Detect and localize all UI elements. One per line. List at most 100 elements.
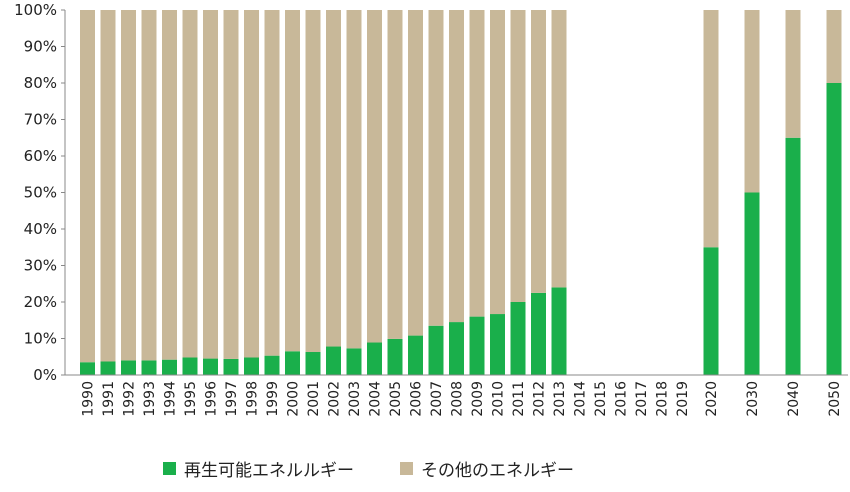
y-tick-label: 50%: [24, 184, 57, 202]
bar-renewable-1995: [182, 357, 198, 375]
y-axis: 0% 10% 20% 30% 40% 50% 60% 70% 80% 90% 100%: [14, 1, 66, 384]
bar-other-1993: [141, 10, 157, 361]
legend-swatch-other: [400, 462, 413, 475]
x-tick-label: 2013: [552, 381, 568, 417]
bar-renewable-1992: [121, 360, 136, 375]
x-tick-label: 2005: [388, 381, 404, 417]
bar-renewable-2003: [346, 348, 362, 375]
bar-renewable-2000: [285, 351, 300, 375]
bar-renewable-2009: [469, 316, 485, 375]
x-tick-label: 2014: [573, 381, 589, 417]
bar-other-2006: [408, 10, 423, 336]
bar-other-2020: [703, 10, 719, 248]
bar-other-1990: [80, 10, 95, 363]
x-tick-label: 2006: [409, 381, 425, 417]
x-axis: 1990 1991 1992 1993 1994 1995 1996 1997 1998 1999…: [65, 374, 848, 417]
legend: 再生可能エネルルギー その他のエネルギー: [163, 456, 620, 481]
bar-other-2002: [326, 10, 341, 347]
legend-item-renewable: 再生可能エネルルギー: [163, 456, 354, 481]
bar-other-2030: [744, 10, 760, 193]
x-tick-label: 2002: [327, 381, 343, 417]
bar-renewable-1999: [264, 355, 280, 375]
x-tick-label: 2004: [368, 381, 384, 417]
legend-item-other: その他のエネルギー: [400, 456, 574, 481]
bar-other-2008: [449, 10, 464, 323]
legend-label-renewable: 再生可能エネルルギー: [184, 461, 354, 481]
bar-other-2005: [387, 10, 403, 339]
bar-renewable-2013: [551, 287, 567, 375]
bar-renewable-2007: [428, 325, 444, 375]
bar-other-1998: [244, 10, 259, 358]
bar-renewable-2005: [387, 338, 403, 375]
bar-renewable-1996: [203, 358, 218, 375]
y-tick-label: 30%: [24, 257, 57, 275]
x-tick-label: 1991: [101, 381, 117, 417]
bar-renewable-2001: [305, 352, 321, 375]
y-tick-label: 90%: [24, 38, 57, 56]
bar-other-2007: [428, 10, 444, 326]
x-tick-label: 1992: [122, 381, 138, 417]
x-tick-label: 1996: [204, 381, 220, 417]
y-tick-label: 80%: [24, 74, 57, 92]
bar-other-1994: [162, 10, 177, 360]
legend-label-other: その他のエネルギー: [421, 461, 574, 481]
x-tick-label: 2019: [675, 381, 691, 417]
bar-other-2050: [826, 10, 842, 83]
y-tick-label: 70%: [24, 111, 57, 129]
bar-other-2010: [490, 10, 505, 315]
y-tick-label: 100%: [14, 1, 57, 19]
bar-other-2012: [531, 10, 546, 293]
x-tick-label: 2016: [614, 381, 630, 417]
bar-other-2001: [305, 10, 321, 353]
bar-other-1997: [223, 10, 239, 359]
bar-other-2011: [510, 10, 526, 302]
x-tick-label: 2011: [511, 381, 527, 417]
bar-renewable-1994: [162, 359, 177, 375]
x-tick-label: 2000: [286, 381, 302, 417]
bar-other-2000: [285, 10, 300, 352]
bar-renewable-1998: [244, 357, 259, 375]
y-tick-label: 60%: [24, 147, 57, 165]
bar-other-2013: [551, 10, 567, 288]
x-tick-label: 2009: [470, 381, 486, 417]
bar-other-1992: [121, 10, 136, 361]
bar-renewable-2011: [510, 302, 526, 375]
x-tick-label: 2012: [532, 381, 548, 417]
y-tick-label: 0%: [33, 366, 57, 384]
bar-other-2003: [346, 10, 362, 349]
x-tick-label: 1997: [224, 381, 240, 417]
bar-renewable-2050: [826, 83, 842, 375]
bar-renewable-2030: [744, 192, 760, 375]
x-tick-label: 2050: [827, 381, 843, 417]
bar-other-1991: [100, 10, 116, 362]
bar-renewable-2006: [408, 335, 423, 375]
bars: [80, 10, 842, 375]
bar-renewable-2010: [490, 314, 505, 375]
x-tick-label: 1990: [81, 381, 97, 417]
x-tick-label: 2001: [306, 381, 322, 417]
bar-renewable-1991: [100, 361, 116, 375]
bar-other-1995: [182, 10, 198, 358]
x-tick-label: 1994: [163, 381, 179, 417]
bar-renewable-2008: [449, 322, 464, 375]
y-tick-label: 20%: [24, 293, 57, 311]
bar-renewable-2040: [785, 137, 801, 375]
x-tick-label: 2007: [429, 381, 445, 417]
x-tick-label: 1995: [183, 381, 199, 417]
x-tick-label: 1993: [142, 381, 158, 417]
bar-other-2009: [469, 10, 485, 317]
bar-other-2040: [785, 10, 801, 138]
x-tick-label: 2008: [450, 381, 466, 417]
x-tick-label: 2040: [786, 381, 802, 417]
legend-swatch-renewable: [163, 462, 176, 475]
bar-renewable-2012: [531, 292, 546, 375]
y-tick-label: 40%: [24, 220, 57, 238]
bar-renewable-1990: [80, 362, 95, 375]
bar-renewable-2002: [326, 346, 341, 375]
bar-renewable-2020: [703, 247, 719, 375]
y-tick-label: 10%: [24, 330, 57, 348]
bar-other-2004: [367, 10, 382, 343]
x-tick-label: 2015: [593, 381, 609, 417]
x-tick-label: 2017: [634, 381, 650, 417]
